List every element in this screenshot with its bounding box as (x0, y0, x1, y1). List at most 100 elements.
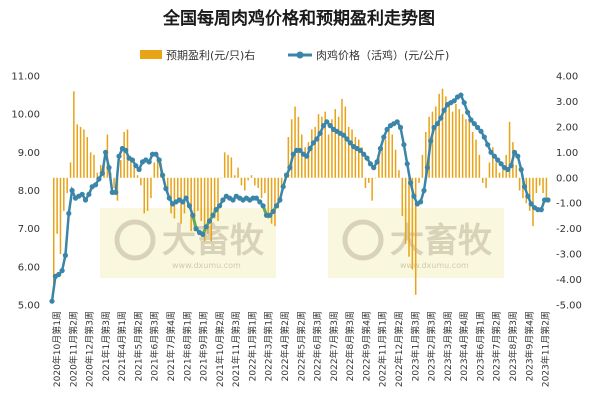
price-point (495, 157, 501, 163)
profit-bar (187, 177, 189, 206)
price-point (257, 199, 263, 205)
profit-bar (341, 98, 343, 178)
legend-bar-label: 预期盈利(元/只)右 (166, 48, 255, 62)
profit-bar (257, 177, 259, 188)
price-point (518, 166, 524, 173)
price-point (66, 210, 72, 216)
profit-bar (130, 157, 132, 178)
price-point (545, 197, 551, 203)
profit-bar (290, 119, 293, 178)
price-point (160, 172, 166, 178)
x-axis-tick: 2023年7月第2周 (491, 311, 503, 381)
price-point (273, 203, 280, 209)
price-point (49, 298, 55, 304)
price-point (525, 193, 531, 199)
profit-bar (213, 177, 216, 219)
profit-bar (408, 177, 410, 257)
price-point (56, 271, 62, 278)
x-axis-tick: 2022年1月第1周 (246, 311, 258, 381)
profit-bar (545, 177, 548, 199)
profit-bar (116, 177, 119, 201)
profit-bar (240, 177, 243, 186)
profit-bar (314, 126, 316, 178)
profit-bar (153, 162, 156, 178)
profit-bar (237, 167, 239, 178)
price-point (428, 138, 434, 144)
price-point (320, 123, 327, 129)
profit-bar (451, 111, 454, 178)
price-point (478, 128, 484, 134)
price-point (153, 151, 159, 157)
profit-bar (183, 177, 186, 214)
profit-bar (401, 177, 404, 216)
price-point (327, 123, 333, 129)
price-point (347, 140, 353, 146)
profit-bar (465, 119, 467, 178)
right-axis-tick: -5.00 (556, 301, 582, 312)
profit-bar (113, 177, 115, 188)
legend-line-marker (296, 51, 304, 59)
x-axis-tick: 2022年3月第1周 (263, 311, 275, 381)
profit-bar (337, 116, 340, 178)
price-point (116, 153, 122, 159)
profit-bar (79, 126, 82, 178)
watermark-text: 大畜牧 (162, 221, 265, 261)
watermark-box (100, 208, 276, 278)
price-point (297, 147, 303, 153)
profit-bar (123, 131, 125, 178)
price-point (381, 134, 387, 140)
x-axis-tick: 2021年8月第1周 (181, 311, 193, 381)
profit-bar (150, 177, 152, 199)
price-point (505, 166, 511, 173)
profit-bar (364, 177, 367, 188)
x-axis-tick: 2022年8月第3周 (344, 311, 356, 381)
profit-bar (371, 177, 373, 201)
profit-bar (542, 177, 544, 194)
price-point (82, 197, 89, 203)
profit-bar (83, 129, 85, 178)
profit-bar (73, 91, 75, 178)
left-axis-tick: 6.00 (18, 262, 40, 273)
x-axis-tick: 2022年6月第3周 (312, 311, 324, 381)
profit-bar (227, 154, 229, 178)
profit-bar (361, 147, 363, 178)
profit-bar (381, 147, 383, 178)
price-point (190, 212, 196, 218)
price-point (384, 126, 390, 132)
price-point (314, 136, 320, 142)
profit-bar (140, 177, 142, 186)
left-axis-tick: 8.00 (18, 186, 40, 197)
x-axis-tick: 2023年11月第2周 (540, 311, 552, 387)
profit-bar (388, 129, 390, 178)
profit-bar (324, 111, 326, 178)
price-point (324, 119, 330, 125)
price-point (371, 165, 377, 171)
price-point (193, 226, 199, 232)
price-point (79, 191, 85, 197)
profit-bar (136, 175, 139, 178)
price-point (253, 195, 259, 201)
profit-bar (294, 106, 296, 178)
price-point (217, 203, 223, 209)
profit-bar (475, 139, 477, 178)
profit-bar (217, 177, 219, 222)
profit-bar (384, 139, 387, 178)
profit-bar (307, 142, 310, 178)
price-point (220, 197, 226, 203)
price-point (183, 195, 189, 201)
profit-bar (438, 93, 440, 178)
price-point (186, 203, 192, 209)
price-point (498, 161, 504, 167)
right-axis-tick: 4.00 (556, 72, 578, 83)
right-axis-tick: -1.00 (556, 199, 582, 210)
left-axis-tick: 5.00 (18, 301, 40, 312)
x-axis-tick: 2021年9月第1周 (198, 311, 210, 381)
price-point (284, 172, 290, 178)
legend-bar-swatch (140, 50, 162, 59)
profit-bar (368, 177, 370, 183)
profit-bar (63, 177, 65, 211)
price-point (421, 187, 427, 194)
price-point (404, 161, 410, 167)
